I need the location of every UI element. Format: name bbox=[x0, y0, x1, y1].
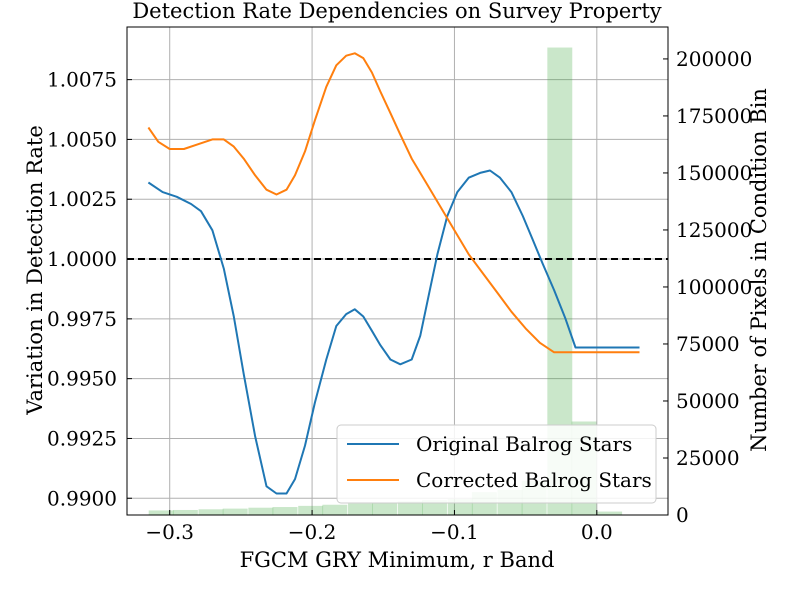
histogram-bar bbox=[272, 507, 298, 515]
right-y-tick-label: 75000 bbox=[676, 332, 740, 356]
right-y-axis-ticks: 0 25000 50000 75000 100000 125000 150000 175000… bbox=[663, 47, 752, 527]
histogram-bar bbox=[222, 508, 248, 515]
right-y-tick-label: 125000 bbox=[676, 218, 752, 242]
legend-label-corrected: Corrected Balrog Stars bbox=[416, 468, 652, 492]
left-y-tick-label: 1.0075 bbox=[47, 68, 117, 92]
legend: Original Balrog Stars Corrected Balrog S… bbox=[336, 424, 657, 504]
histogram-bar bbox=[198, 509, 224, 515]
series-lines bbox=[147, 52, 640, 495]
right-y-tick-label: 100000 bbox=[676, 275, 752, 299]
left-y-axis-ticks: 0.9900 0.9925 0.9950 0.9975 1.0000 1.0025 1.00… bbox=[47, 68, 132, 510]
plot-frame bbox=[126, 26, 669, 516]
right-y-tick-label: 25000 bbox=[676, 446, 740, 470]
x-axis-label: FGCM GRY Minimum, r Band bbox=[240, 548, 555, 572]
x-tick-label: −0.3 bbox=[145, 520, 194, 544]
chart-title: Detection Rate Dependencies on Survey Pr… bbox=[132, 0, 661, 23]
series-line-original bbox=[147, 169, 640, 495]
left-y-tick-label: 1.0000 bbox=[47, 247, 117, 271]
left-y-tick-label: 0.9925 bbox=[47, 426, 117, 450]
histogram-bar bbox=[148, 510, 174, 515]
histogram-bar bbox=[348, 503, 373, 515]
left-y-tick-label: 1.0025 bbox=[47, 187, 117, 211]
legend-label-original: Original Balrog Stars bbox=[416, 432, 632, 456]
left-y-axis-label: Variation in Detection Rate bbox=[23, 125, 47, 416]
histogram-bar bbox=[172, 509, 198, 515]
right-y-tick-label: 50000 bbox=[676, 389, 740, 413]
right-y-axis-label: Number of Pixels in Condition Bin bbox=[747, 88, 771, 452]
series-line-corrected bbox=[147, 52, 640, 354]
histogram-bar bbox=[397, 501, 423, 515]
x-tick-label: 0.0 bbox=[581, 520, 613, 544]
left-y-tick-label: 0.9950 bbox=[47, 367, 117, 391]
right-y-tick-label: 175000 bbox=[676, 104, 752, 128]
right-y-tick-label: 150000 bbox=[676, 161, 752, 185]
histogram-bar bbox=[372, 502, 398, 515]
left-y-tick-label: 0.9900 bbox=[47, 486, 117, 510]
right-y-tick-label: 200000 bbox=[676, 47, 752, 71]
x-tick-label: −0.2 bbox=[288, 520, 337, 544]
histogram-bar bbox=[322, 504, 348, 515]
right-y-tick-label: 0 bbox=[676, 503, 689, 527]
histogram-bar bbox=[422, 500, 447, 515]
histogram-bar bbox=[248, 507, 274, 515]
x-axis-ticks: −0.3 −0.2 −0.1 0.0 bbox=[145, 510, 613, 544]
histogram-bar bbox=[597, 511, 623, 515]
legend-box bbox=[336, 424, 657, 504]
left-y-tick-label: 0.9975 bbox=[47, 307, 117, 331]
histogram-bar bbox=[298, 505, 324, 515]
x-tick-label: −0.1 bbox=[430, 520, 479, 544]
left-y-tick-label: 1.0050 bbox=[47, 127, 117, 151]
